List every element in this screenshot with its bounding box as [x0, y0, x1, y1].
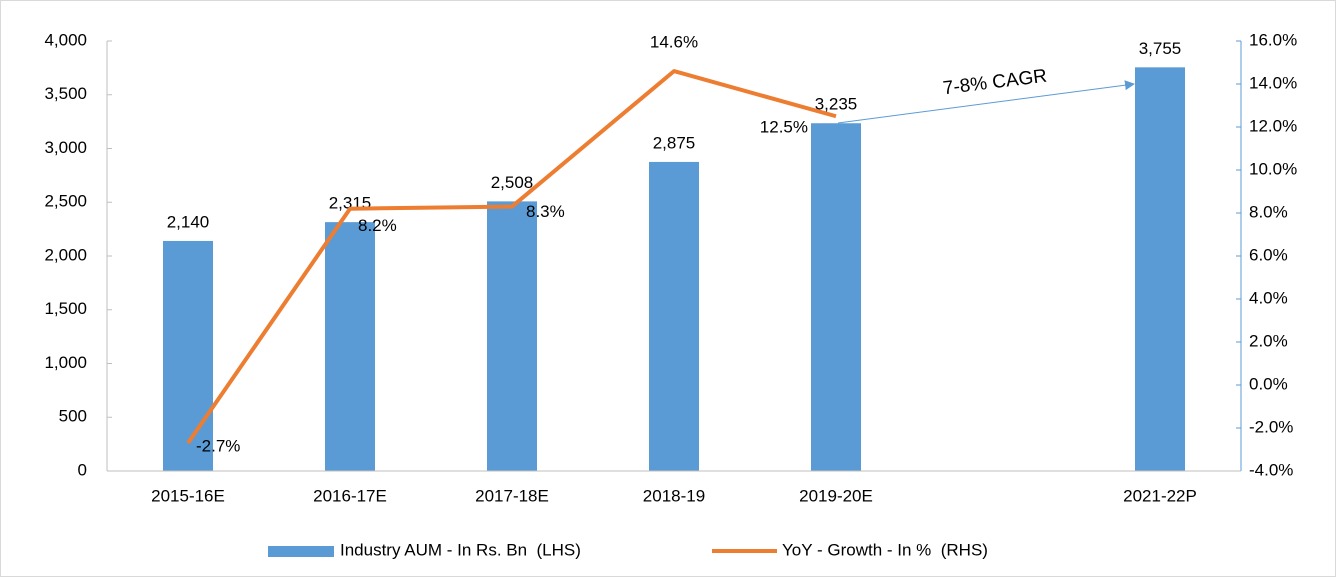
line [186, 69, 837, 445]
y-tick-label: 2,000 [44, 245, 87, 264]
line-value-label: -2.7% [196, 437, 240, 456]
y-tick-label: 4,000 [44, 30, 87, 49]
bar-value-label: 2,140 [167, 212, 210, 231]
y-tick-label: 3,500 [44, 84, 87, 103]
y2-tick-label: 0.0% [1249, 374, 1288, 393]
y-tick-label: 0 [78, 460, 87, 479]
x-tick-label: 2016-17E [313, 486, 387, 505]
y2-tick-label: 8.0% [1249, 202, 1288, 221]
line-value-label: 8.3% [526, 202, 565, 221]
bar-value-label: 2,875 [653, 133, 696, 152]
y2-tick-label: 10.0% [1249, 159, 1297, 178]
x-tick-label: 2015-16E [151, 486, 225, 505]
y-tick-label: 1,000 [44, 353, 87, 372]
bar-value-label: 2,508 [491, 173, 534, 192]
y-tick-label: 1,500 [44, 299, 87, 318]
x-tick-label: 2021-22P [1123, 486, 1197, 505]
y2-tick-label: 16.0% [1249, 30, 1297, 49]
bar-value-label: 3,755 [1139, 39, 1182, 58]
bar [649, 161, 699, 471]
bar-value-label: 3,235 [815, 95, 858, 114]
bar [325, 222, 375, 471]
legend-label: YoY - Growth - In % (RHS) [782, 540, 988, 559]
legend-label: Industry AUM - In Rs. Bn (LHS) [340, 540, 581, 559]
y2-tick-label: 12.0% [1249, 116, 1297, 135]
y2-tick-label: 14.0% [1249, 73, 1297, 92]
cagr-arrow [837, 80, 1135, 124]
bar [811, 123, 861, 472]
bar [487, 201, 537, 471]
y-tick-label: 2,500 [44, 192, 87, 211]
bar [1135, 67, 1185, 472]
x-tick-label: 2019-20E [799, 486, 873, 505]
y2-tick-label: 4.0% [1249, 288, 1288, 307]
y2-tick-label: -4.0% [1249, 460, 1293, 479]
x-tick-label: 2017-18E [475, 486, 549, 505]
x-tick-label: 2018-19 [643, 486, 705, 505]
bar [163, 240, 213, 471]
y-tick-label: 500 [59, 407, 87, 426]
legend-swatch [268, 546, 334, 557]
line-value-label: 12.5% [760, 118, 808, 137]
y2-tick-label: 2.0% [1249, 331, 1288, 350]
y-tick-label: 3,000 [44, 138, 87, 157]
y2-tick-label: 6.0% [1249, 245, 1288, 264]
line-value-label: 8.2% [358, 216, 397, 235]
y2-tick-label: -2.0% [1249, 417, 1293, 436]
line-value-label: 14.6% [650, 33, 698, 52]
